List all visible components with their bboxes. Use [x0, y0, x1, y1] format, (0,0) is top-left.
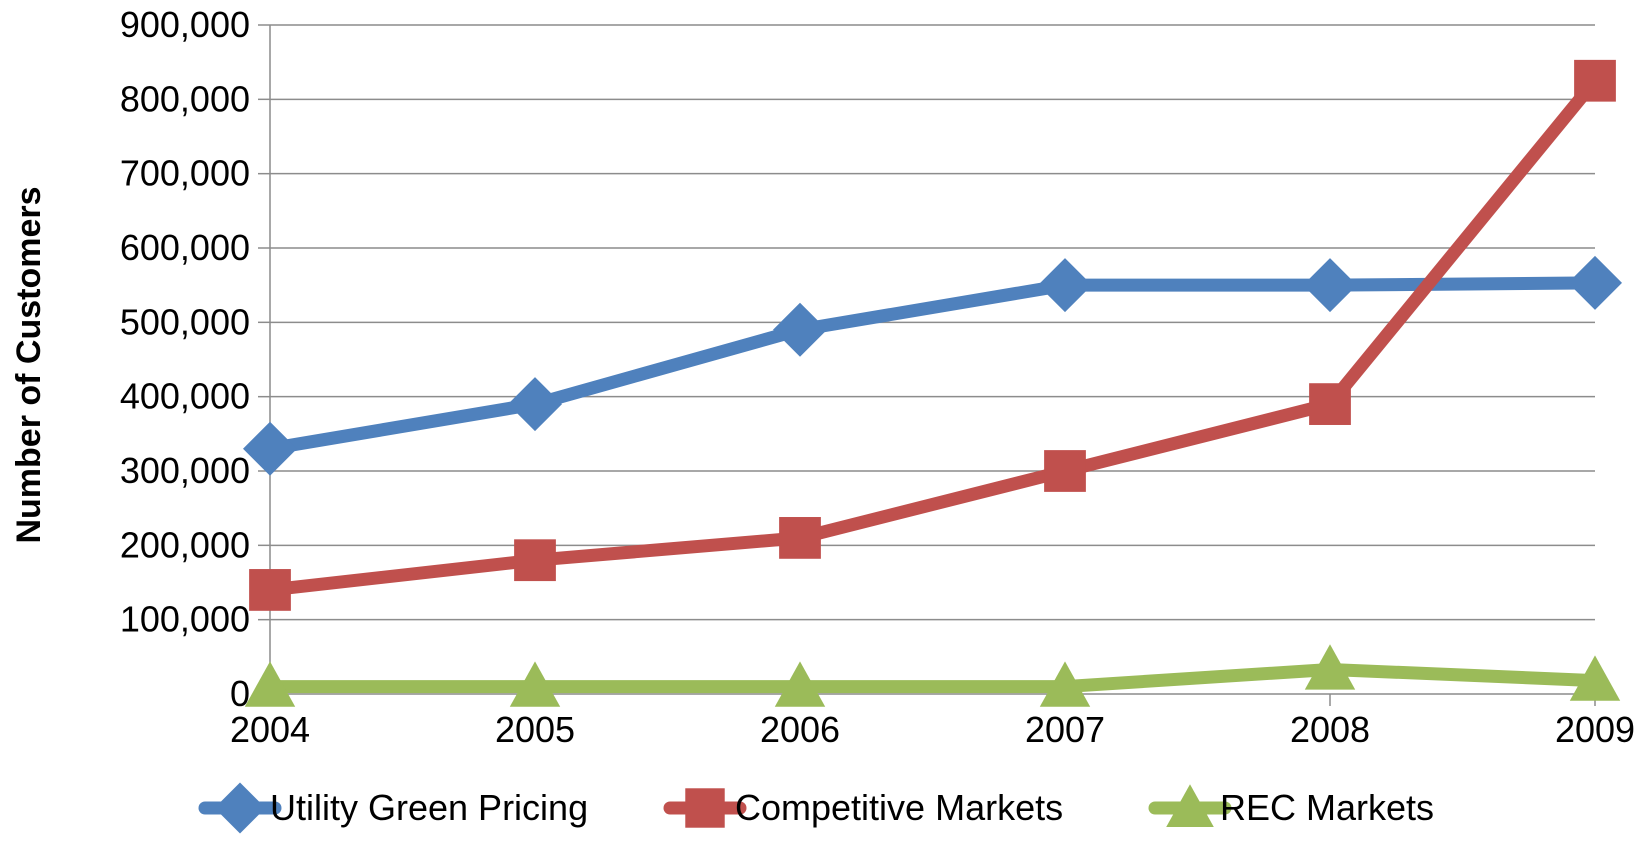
series-line-rec-markets [263, 662, 1602, 694]
data-point-utility-green-pricing [1568, 255, 1622, 310]
series-competitive-markets [249, 59, 1616, 611]
y-tick-label: 400,000 [120, 376, 250, 417]
y-tick-label: 700,000 [120, 153, 250, 194]
data-point-utility-green-pricing [1038, 258, 1092, 313]
data-point-utility-green-pricing [508, 377, 562, 432]
legend-item-competitive-markets: Competitive Markets [663, 787, 1063, 828]
legend: Utility Green Pricing Competitive Markets… [198, 782, 1434, 834]
x-tick-label: 2004 [230, 709, 310, 750]
y-tick-label: 200,000 [120, 524, 250, 565]
data-point-rec-markets [1304, 644, 1356, 690]
legend-label: Utility Green Pricing [270, 787, 588, 828]
y-axis-title: Number of Customers [10, 186, 48, 543]
y-tick-label: 100,000 [120, 599, 250, 640]
series-utility-green-pricing [243, 255, 1622, 476]
data-point-rec-markets [774, 661, 826, 707]
data-point-rec-markets [1569, 655, 1621, 701]
series-group [243, 59, 1622, 707]
data-point-utility-green-pricing [243, 421, 297, 476]
y-tick-label: 0 [230, 673, 250, 714]
x-tick-label: 2005 [495, 709, 575, 750]
x-tick-labels: 2004 2005 2006 2007 2008 2009 [230, 709, 1635, 750]
series-rec-markets [244, 644, 1621, 707]
legend-marker [685, 788, 725, 828]
data-point-competitive-markets [779, 517, 821, 559]
legend-item-utility-green-pricing: Utility Green Pricing [198, 782, 588, 834]
data-point-competitive-markets [1309, 383, 1351, 425]
y-tick-label: 600,000 [120, 227, 250, 268]
data-point-competitive-markets [1044, 450, 1086, 492]
y-tick-label: 800,000 [120, 78, 250, 119]
data-point-rec-markets [509, 661, 561, 707]
y-tick-label: 300,000 [120, 450, 250, 491]
series-line-utility-green-pricing [263, 276, 1602, 456]
legend-item-rec-markets: REC Markets [1148, 784, 1434, 828]
legend-label: REC Markets [1220, 787, 1434, 828]
y-tick-label: 900,000 [120, 4, 250, 45]
data-point-competitive-markets [1574, 59, 1616, 102]
y-tick-label: 500,000 [120, 301, 250, 342]
x-tick-label: 2006 [760, 709, 840, 750]
data-point-rec-markets [1039, 661, 1091, 707]
y-tick-labels: 0 100,000 200,000 300,000 400,000 500,000 600,… [120, 4, 250, 714]
x-tick-label: 2008 [1290, 709, 1370, 750]
data-point-rec-markets [244, 661, 296, 707]
axes [258, 24, 1596, 706]
data-point-utility-green-pricing [773, 302, 827, 357]
legend-marker [1166, 784, 1214, 828]
data-point-competitive-markets [249, 569, 291, 611]
series-line-competitive-markets [263, 74, 1602, 597]
legend-marker [214, 782, 266, 834]
data-point-utility-green-pricing [1303, 258, 1357, 313]
x-tick-label: 2007 [1025, 709, 1105, 750]
x-tick-label: 2009 [1555, 709, 1635, 750]
legend-label: Competitive Markets [735, 787, 1063, 828]
gridlines [270, 24, 1595, 621]
data-point-competitive-markets [514, 539, 556, 582]
